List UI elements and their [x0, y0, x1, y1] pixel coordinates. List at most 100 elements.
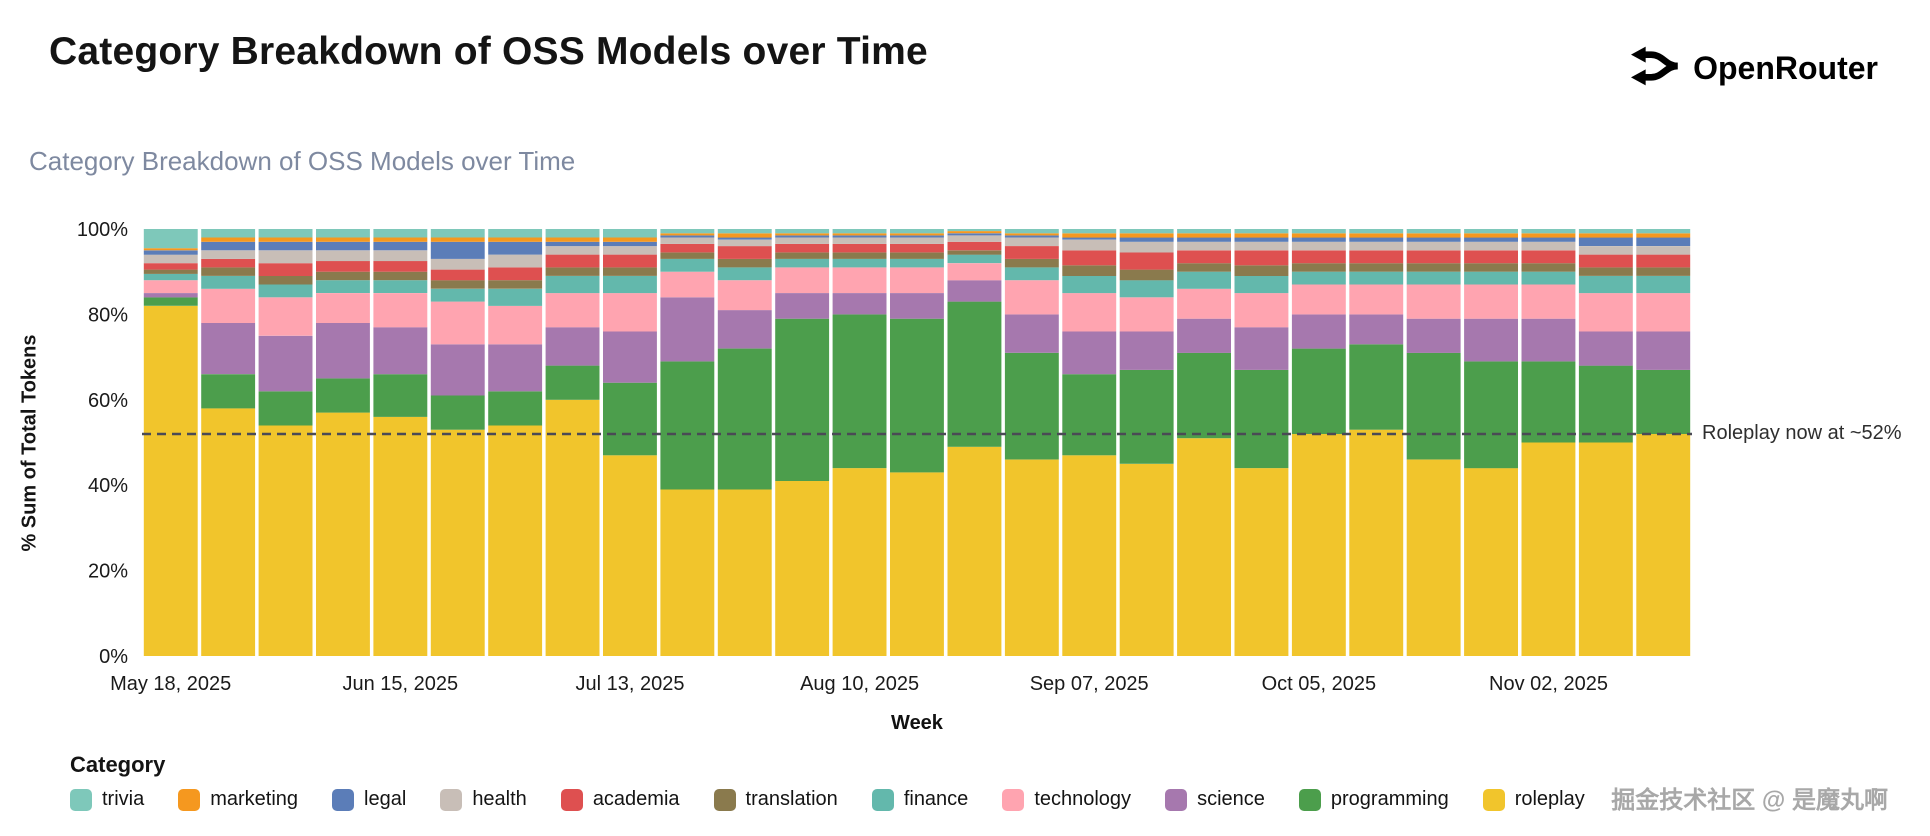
legend-item-science[interactable]: science — [1165, 788, 1265, 811]
bar-segment-programming[interactable] — [1464, 361, 1518, 469]
bar-segment-marketing[interactable] — [201, 237, 256, 242]
bar-segment-trivia[interactable] — [1177, 229, 1231, 234]
bar-segment-science[interactable] — [373, 327, 428, 375]
bar-segment-finance[interactable] — [660, 258, 715, 272]
bar-segment-roleplay[interactable] — [947, 446, 1002, 656]
bar-segment-legal[interactable] — [947, 233, 1002, 236]
bar-segment-science[interactable] — [258, 335, 313, 392]
legend-item-finance[interactable]: finance — [871, 788, 968, 811]
bar-segment-roleplay[interactable] — [488, 425, 543, 656]
bar-segment-programming[interactable] — [1578, 365, 1633, 443]
bar-segment-health[interactable] — [545, 246, 600, 255]
bar-segment-marketing[interactable] — [775, 233, 830, 236]
bar-segment-health[interactable] — [1119, 241, 1174, 253]
bar-segment-finance[interactable] — [143, 273, 198, 281]
bar-segment-trivia[interactable] — [1062, 229, 1117, 234]
bar-segment-legal[interactable] — [1291, 237, 1346, 242]
bar-segment-marketing[interactable] — [1578, 233, 1633, 238]
bar-segment-academia[interactable] — [1291, 250, 1346, 264]
bar-segment-roleplay[interactable] — [717, 489, 772, 657]
bar-segment-marketing[interactable] — [717, 233, 772, 238]
bar-segment-marketing[interactable] — [1636, 233, 1691, 238]
bar-segment-roleplay[interactable] — [660, 489, 715, 657]
bar-segment-programming[interactable] — [1636, 369, 1691, 434]
bar-segment-technology[interactable] — [430, 301, 485, 345]
legend-item-health[interactable]: health — [440, 788, 527, 811]
bar-segment-roleplay[interactable] — [201, 408, 256, 656]
bar-segment-technology[interactable] — [488, 305, 543, 345]
bar-segment-technology[interactable] — [545, 293, 600, 328]
bar-segment-academia[interactable] — [660, 243, 715, 253]
bar-segment-science[interactable] — [947, 280, 1002, 302]
bar-segment-trivia[interactable] — [603, 229, 657, 238]
bar-segment-science[interactable] — [1636, 331, 1691, 370]
legend-item-roleplay[interactable]: roleplay — [1482, 788, 1585, 811]
bar-segment-translation[interactable] — [890, 252, 944, 259]
bar-segment-programming[interactable] — [1004, 352, 1059, 460]
bar-segment-translation[interactable] — [545, 267, 600, 276]
bar-segment-academia[interactable] — [717, 246, 772, 259]
bar-segment-programming[interactable] — [143, 297, 198, 306]
bar-segment-finance[interactable] — [603, 276, 657, 294]
bar-segment-academia[interactable] — [373, 261, 428, 272]
bar-segment-academia[interactable] — [890, 243, 944, 253]
bar-segment-science[interactable] — [1177, 318, 1231, 353]
bar-segment-health[interactable] — [1291, 241, 1346, 251]
bar-segment-finance[interactable] — [258, 284, 313, 298]
bar-segment-science[interactable] — [1349, 314, 1404, 345]
bar-segment-academia[interactable] — [1234, 250, 1289, 266]
bar-segment-translation[interactable] — [660, 252, 715, 259]
bar-segment-science[interactable] — [1119, 331, 1174, 370]
bar-segment-marketing[interactable] — [545, 237, 600, 242]
bar-segment-academia[interactable] — [832, 243, 887, 253]
bar-segment-science[interactable] — [660, 297, 715, 362]
bar-segment-trivia[interactable] — [488, 229, 543, 238]
bar-segment-health[interactable] — [258, 250, 313, 264]
bar-segment-science[interactable] — [1464, 318, 1518, 362]
bar-segment-programming[interactable] — [1234, 369, 1289, 469]
legend-item-technology[interactable]: technology — [1002, 788, 1131, 811]
bar-segment-technology[interactable] — [775, 267, 830, 293]
bar-segment-finance[interactable] — [316, 280, 370, 293]
bar-segment-legal[interactable] — [1521, 237, 1576, 242]
bar-segment-marketing[interactable] — [1464, 233, 1518, 238]
bar-segment-academia[interactable] — [430, 269, 485, 281]
bar-segment-technology[interactable] — [603, 293, 657, 332]
bar-segment-translation[interactable] — [1464, 263, 1518, 272]
bar-segment-health[interactable] — [717, 239, 772, 247]
bar-segment-trivia[interactable] — [1406, 229, 1461, 234]
bar-segment-technology[interactable] — [1119, 297, 1174, 332]
bar-segment-legal[interactable] — [316, 241, 370, 251]
bar-segment-translation[interactable] — [1234, 265, 1289, 276]
bar-segment-health[interactable] — [890, 237, 944, 244]
bar-segment-academia[interactable] — [1521, 250, 1576, 264]
bar-segment-legal[interactable] — [832, 235, 887, 238]
bar-segment-roleplay[interactable] — [1119, 463, 1174, 656]
bar-segment-health[interactable] — [1234, 241, 1289, 251]
bar-segment-roleplay[interactable] — [1349, 429, 1404, 656]
bar-segment-programming[interactable] — [1177, 352, 1231, 439]
bar-segment-legal[interactable] — [1119, 237, 1174, 242]
bar-segment-health[interactable] — [660, 237, 715, 244]
bar-segment-legal[interactable] — [258, 241, 313, 251]
bar-segment-technology[interactable] — [947, 263, 1002, 281]
bar-segment-legal[interactable] — [488, 241, 543, 255]
bar-segment-academia[interactable] — [316, 261, 370, 272]
bar-segment-finance[interactable] — [947, 254, 1002, 264]
bar-segment-translation[interactable] — [143, 269, 198, 274]
bar-segment-health[interactable] — [832, 237, 887, 244]
bar-segment-legal[interactable] — [1062, 237, 1117, 240]
bar-segment-trivia[interactable] — [1521, 229, 1576, 234]
bar-segment-science[interactable] — [1291, 314, 1346, 349]
bar-segment-legal[interactable] — [1234, 237, 1289, 242]
bar-segment-technology[interactable] — [1464, 284, 1518, 319]
bar-segment-technology[interactable] — [1177, 288, 1231, 319]
bar-segment-roleplay[interactable] — [1234, 468, 1289, 656]
bar-segment-technology[interactable] — [1062, 293, 1117, 332]
bar-segment-legal[interactable] — [430, 241, 485, 259]
bar-segment-legal[interactable] — [1406, 237, 1461, 242]
bar-segment-science[interactable] — [488, 344, 543, 392]
bar-segment-science[interactable] — [1578, 331, 1633, 366]
legend-item-trivia[interactable]: trivia — [70, 788, 144, 811]
bar-segment-technology[interactable] — [373, 293, 428, 328]
